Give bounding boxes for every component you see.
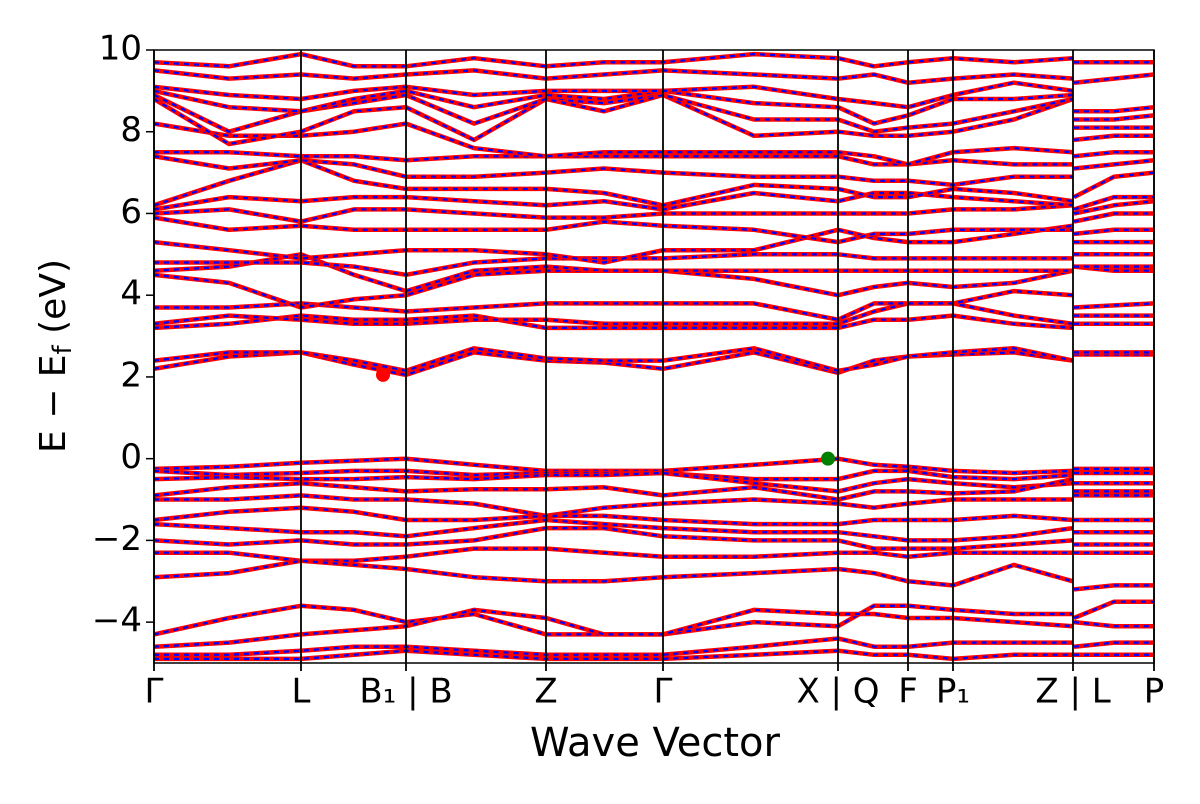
plot-area bbox=[154, 51, 1154, 662]
y-tick-label: 6 bbox=[120, 192, 142, 232]
y-label-part: (eV) bbox=[33, 259, 74, 345]
x-tick-label: F bbox=[898, 672, 918, 712]
y-tick-label: 8 bbox=[120, 110, 142, 150]
band-line-dashed bbox=[154, 637, 1154, 656]
y-label-part: E − E bbox=[33, 354, 74, 453]
x-axis-label: Wave Vector bbox=[530, 720, 781, 766]
band-line-dashed bbox=[154, 204, 1154, 223]
band-line-dashed bbox=[154, 608, 1154, 648]
y-tick-label: 2 bbox=[120, 355, 142, 395]
band-line-dashed bbox=[154, 151, 1154, 170]
x-tick-label: L bbox=[292, 672, 311, 712]
y-tick-label: 10 bbox=[99, 29, 142, 69]
band-line-dashed bbox=[154, 471, 1154, 493]
band-line-dashed bbox=[154, 159, 1154, 211]
band-line-dashed bbox=[154, 93, 1154, 133]
band-line-dashed bbox=[154, 155, 1154, 199]
y-tick-label: −2 bbox=[92, 519, 142, 559]
x-tick-label: Z | L bbox=[1035, 672, 1110, 712]
band-line-dashed bbox=[154, 69, 1154, 84]
band-line-dashed bbox=[154, 53, 1154, 68]
band-line-dashed bbox=[154, 122, 1154, 166]
band-line-dashed bbox=[154, 494, 1154, 517]
x-tick-label: Z bbox=[534, 672, 557, 712]
y-tick-label: 0 bbox=[120, 437, 142, 477]
band-line-dashed bbox=[154, 89, 1154, 125]
band-line-dashed bbox=[154, 314, 1154, 329]
band-line-dashed bbox=[154, 649, 1154, 660]
x-tick-label: Γ bbox=[145, 672, 164, 712]
band-line-dashed bbox=[154, 93, 1154, 146]
band-line-dashed bbox=[154, 469, 1154, 481]
y-axis-label: E − Ef (eV) bbox=[33, 259, 78, 453]
x-tick-label: P bbox=[1144, 672, 1165, 712]
band-line-dashed bbox=[154, 527, 1154, 550]
band-line-dashed bbox=[154, 478, 1154, 501]
band-line-dashed bbox=[154, 347, 1154, 372]
band-line-dashed bbox=[154, 224, 1154, 264]
band-line-dashed bbox=[154, 559, 1154, 591]
x-tick-label: P₁ bbox=[936, 672, 970, 712]
band-line-dashed bbox=[154, 518, 1154, 542]
band-line-dashed bbox=[154, 253, 1154, 293]
band-line-dashed bbox=[154, 506, 1154, 526]
band-line-dashed bbox=[154, 216, 1154, 244]
band-edge-marker bbox=[821, 451, 835, 466]
x-tick-label: X | Q bbox=[796, 672, 879, 712]
band-edge-marker bbox=[376, 367, 390, 382]
y-label-subscript: f bbox=[48, 344, 78, 354]
y-tick-label: −4 bbox=[92, 601, 142, 641]
y-tick-label: 4 bbox=[120, 274, 142, 314]
x-tick-label: B₁ | B bbox=[359, 672, 452, 712]
x-tick-label: Γ bbox=[654, 672, 673, 712]
band-line-dashed bbox=[154, 600, 1154, 636]
band-line-dashed bbox=[154, 81, 1154, 113]
